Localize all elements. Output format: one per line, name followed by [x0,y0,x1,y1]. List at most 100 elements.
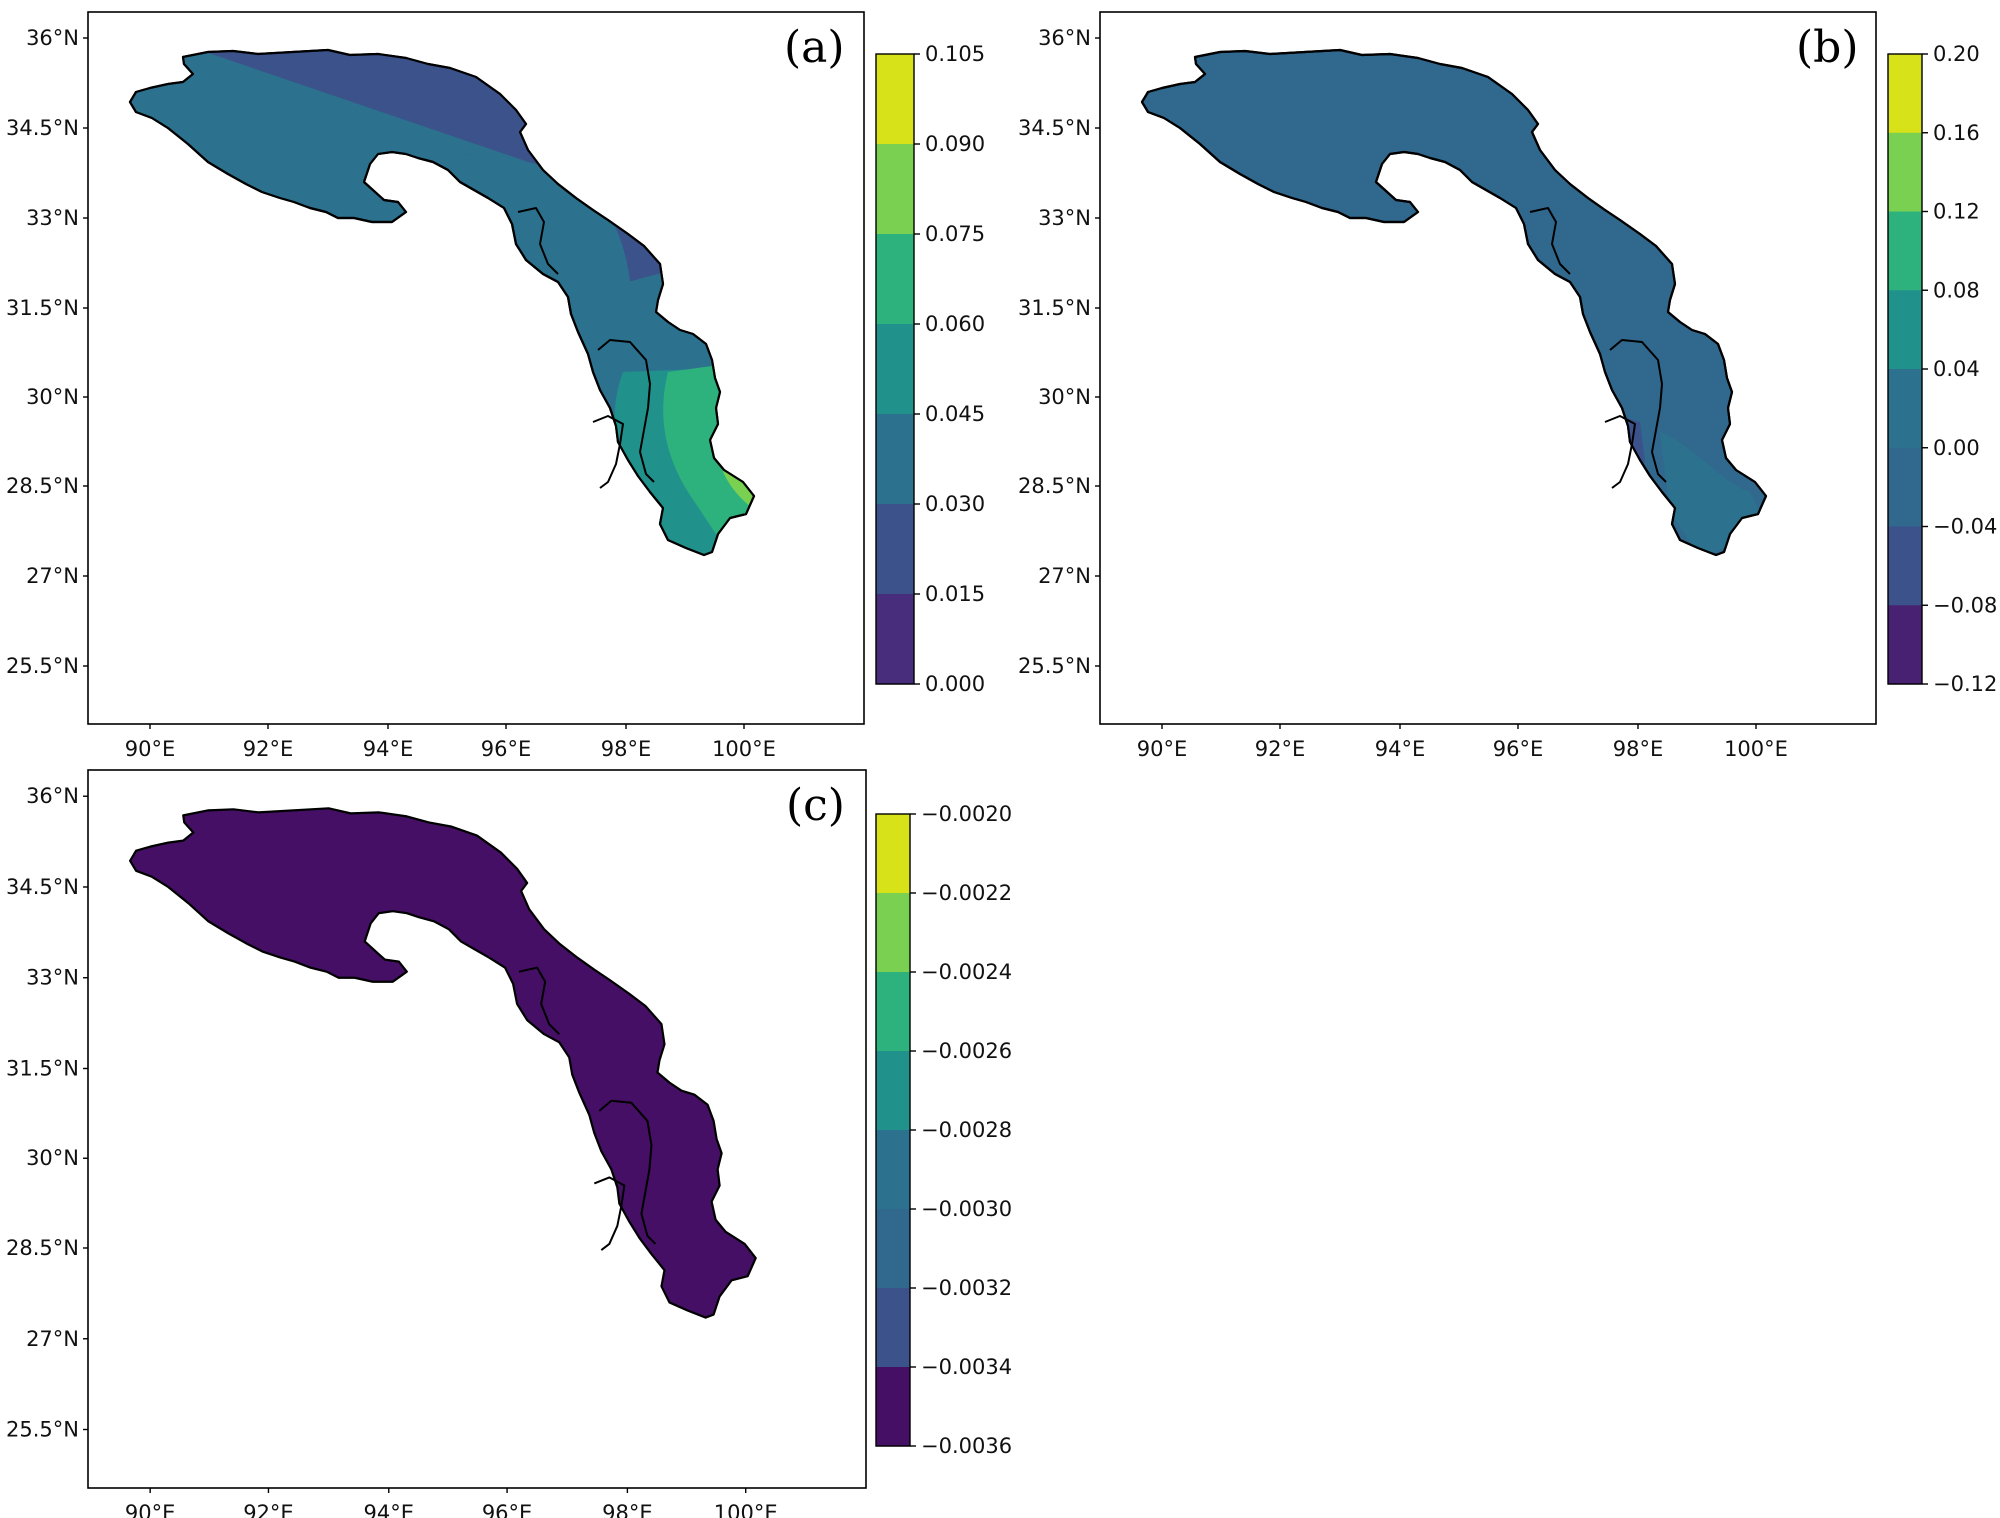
colorbar-tick-label: −0.0022 [921,881,1012,905]
colorbar-band [1888,54,1922,134]
colorbar-tick-label: 0.015 [925,582,985,606]
map-frame [87,769,867,1489]
colorbar-tick-label: −0.0028 [921,1118,1012,1142]
south-band [614,362,754,555]
lon-tick-label: 100°E [714,1501,778,1518]
lat-tick-label: 25.5°N [6,1418,79,1442]
lat-tick-label: 36°N [26,26,79,50]
lat-tick-label: 34.5°N [6,875,79,899]
lat-tick-label: 31.5°N [1018,296,1091,320]
colorbar-tick-label: −0.0034 [921,1355,1012,1379]
colorbar-band [1888,526,1922,606]
colorbar-tick-label: −0.0030 [921,1197,1012,1221]
lon-tick-label: 96°E [1493,737,1544,761]
colorbar-tick-label: 0.045 [925,402,985,426]
colorbar-tick-label: 0.075 [925,222,985,246]
colorbar-tick-label: −0.12 [1933,672,1997,696]
panel-label: (b) [1796,22,1859,73]
colorbar-tick-label: −0.0032 [921,1276,1012,1300]
lat-tick-label: 36°N [26,784,79,808]
colorbar-tick-label: 0.000 [925,672,985,696]
colorbar-tick-label: −0.0020 [921,802,1012,826]
colorbar-tick-label: 0.08 [1933,278,1980,302]
map-a [128,48,756,557]
lon-tick-label: 90°E [125,1501,176,1518]
field-bands [130,50,754,555]
lon-tick-label: 94°E [364,1501,415,1518]
colorbar-tick-label: 0.00 [1933,436,1980,460]
colorbar-tick-label: −0.0026 [921,1039,1012,1063]
colorbar-tick-label: 0.090 [925,132,985,156]
lon-tick-label: 92°E [1255,737,1306,761]
colorbar-band [876,414,914,505]
colorbar: 0.105 0.090 0.075 0.060 0.045 0.030 0.015 0.000 [875,42,985,696]
lon-tick-label: 96°E [481,737,532,761]
colorbar-band [876,1367,910,1447]
colorbar-tick-label: −0.0036 [921,1434,1012,1458]
colorbar-tick-label: −0.04 [1933,515,1997,539]
panel-label: (c) [786,780,845,831]
colorbar-band [1888,447,1922,528]
colorbar-band [876,814,910,894]
basin-fill [128,807,757,1319]
lat-tick-label: 28.5°N [6,1236,79,1260]
colorbar-band [876,234,914,325]
lat-tick-label: 27°N [1038,564,1091,588]
colorbar-band [1888,211,1922,291]
lat-tick-label: 33°N [26,206,79,230]
panel-b: (b) 90°E 92°E 94°E 96°E 98°E 100°E 36°N 34.5°N 33… [1018,11,1997,761]
panel-label: (a) [784,22,845,73]
map-b [1140,48,1768,557]
colorbar-tick-label: 0.060 [925,312,985,336]
colorbar: 0.20 0.16 0.12 0.08 0.04 0.00 −0.04 −0.08 −0.12 [1887,42,1997,696]
colorbar-band [1888,369,1922,449]
map-c [128,807,757,1319]
map-frame [1099,11,1877,725]
lon-tick-label: 100°E [1724,737,1788,761]
colorbar-tick-label: 0.04 [1933,357,1980,381]
colorbar-band [876,972,910,1052]
colorbar-band [876,504,914,595]
lat-tick-label: 36°N [1038,26,1091,50]
lat-tick-label: 28.5°N [1018,474,1091,498]
lat-tick-label: 31.5°N [6,296,79,320]
colorbar-tick-label: 0.030 [925,492,985,516]
colorbar-tick-label: −0.0024 [921,960,1012,984]
lat-tick-label: 27°N [26,564,79,588]
colorbar-band [876,54,914,145]
lat-tick-label: 34.5°N [1018,116,1091,140]
colorbar-tick-label: 0.105 [925,42,985,66]
colorbar-tick-label: 0.16 [1933,121,1980,145]
lat-tick-label: 25.5°N [1018,654,1091,678]
lon-tick-label: 90°E [125,737,176,761]
colorbar-tick-label: 0.12 [1933,200,1980,224]
lon-tick-label: 94°E [363,737,414,761]
colorbar-band [876,1130,910,1210]
lat-tick-label: 33°N [1038,206,1091,230]
colorbar-band [876,144,914,235]
colorbar-band [1888,132,1922,213]
lat-tick-label: 30°N [1038,385,1091,409]
colorbar-band [1888,605,1922,685]
far-east-band [717,412,754,512]
colorbar-tick-label: −0.08 [1933,593,1997,617]
panel-a: (a) 90°E 92°E 94°E 96°E 98°E 100°E 36°N 34.5°N 33… [6,11,985,761]
lat-tick-label: 34.5°N [6,116,79,140]
colorbar-band [1888,290,1922,370]
lat-tick-label: 28.5°N [6,474,79,498]
lat-tick-label: 30°N [26,385,79,409]
colorbar-band [876,893,910,973]
colorbar-band [876,324,914,415]
lat-tick-label: 31.5°N [6,1056,79,1080]
colorbar: −0.0020 −0.0022 −0.0024 −0.0026 −0.0028 −0.00… [875,802,1012,1458]
lon-tick-label: 98°E [602,1501,653,1518]
colorbar-tick-label: 0.20 [1933,42,1980,66]
lon-tick-label: 92°E [243,1501,294,1518]
lat-tick-label: 25.5°N [6,654,79,678]
colorbar-band [876,1288,910,1368]
panel-c: (c) 90°E 92°E 94°E 96°E 98°E 100°E 36°N 34.5°N 33… [6,769,1012,1518]
lon-tick-label: 90°E [1137,737,1188,761]
lon-tick-label: 92°E [243,737,294,761]
lon-tick-label: 98°E [601,737,652,761]
